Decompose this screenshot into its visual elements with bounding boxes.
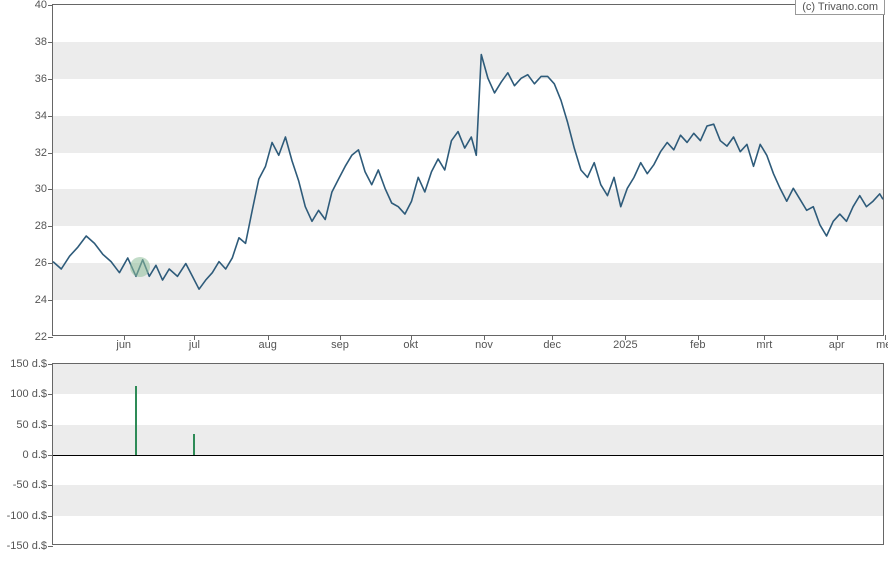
y-axis-tick: [48, 79, 53, 80]
x-axis-tick: [484, 335, 485, 340]
x-axis-tick: [340, 335, 341, 340]
y-axis-tick: [48, 153, 53, 154]
y-axis-tick: [48, 189, 53, 190]
highlight-marker: [130, 257, 150, 277]
y-axis-tick: [48, 394, 53, 395]
y-axis-label: -100 d.$: [7, 510, 53, 522]
x-axis-tick: [124, 335, 125, 340]
x-axis-tick: [625, 335, 626, 340]
grid-stripe: [53, 364, 883, 394]
x-axis-tick: [764, 335, 765, 340]
attribution-label: (c) Trivano.com: [795, 0, 885, 15]
x-axis-tick: [885, 335, 886, 340]
y-axis-tick: [48, 5, 53, 6]
y-axis-tick: [48, 425, 53, 426]
y-axis-tick: [48, 263, 53, 264]
price-line-path: [53, 55, 883, 290]
grid-stripe: [53, 425, 883, 455]
price-line-series: [53, 5, 883, 335]
y-axis-label: 100 d.$: [10, 388, 53, 400]
y-axis-label: -150 d.$: [7, 540, 53, 552]
volume-bar: [193, 434, 195, 455]
y-axis-label: -50 d.$: [13, 479, 53, 491]
y-axis-tick: [48, 337, 53, 338]
x-axis-label: mei: [876, 335, 888, 351]
x-axis-tick: [698, 335, 699, 340]
x-axis-tick: [837, 335, 838, 340]
y-axis-tick: [48, 516, 53, 517]
x-axis-tick: [411, 335, 412, 340]
y-axis-tick: [48, 116, 53, 117]
price-plot-area: 22242628303234363840junjulaugsepoktnovde…: [52, 4, 884, 336]
y-axis-label: 150 d.$: [10, 358, 53, 370]
volume-chart: 150 d.$100 d.$50 d.$0 d.$-50 d.$-100 d.$…: [52, 363, 884, 545]
price-chart: 22242628303234363840junjulaugsepoktnovde…: [52, 4, 884, 336]
y-axis-tick: [48, 226, 53, 227]
volume-plot-area: 150 d.$100 d.$50 d.$0 d.$-50 d.$-100 d.$…: [52, 363, 884, 545]
volume-bar: [135, 386, 137, 455]
y-axis-tick: [48, 455, 53, 456]
y-axis-tick: [48, 42, 53, 43]
grid-stripe: [53, 485, 883, 515]
y-axis-tick: [48, 300, 53, 301]
x-axis-tick: [552, 335, 553, 340]
y-axis-tick: [48, 364, 53, 365]
x-axis-tick: [268, 335, 269, 340]
y-axis-tick: [48, 546, 53, 547]
y-axis-tick: [48, 485, 53, 486]
zero-axis-line: [53, 455, 883, 456]
x-axis-tick: [194, 335, 195, 340]
